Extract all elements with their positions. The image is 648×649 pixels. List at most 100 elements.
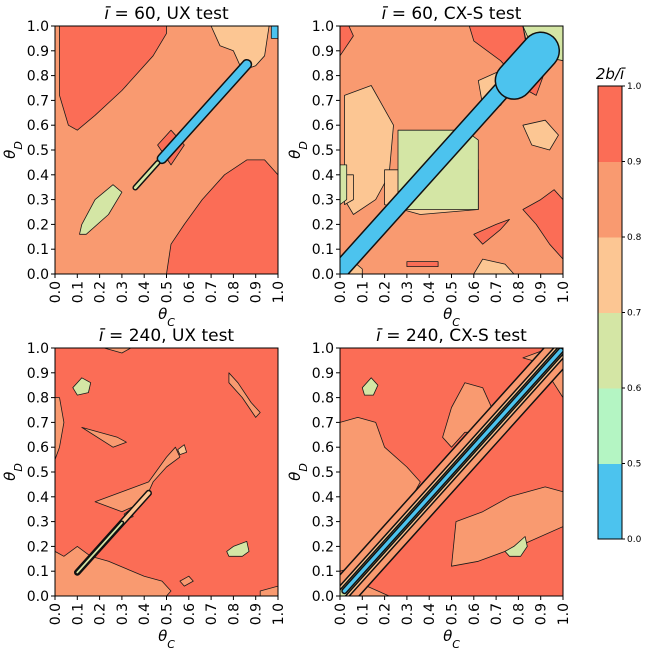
y-tick-label: 0.2: [312, 539, 334, 555]
x-tick-label: 0.3: [400, 281, 416, 303]
y-tick-label: 0.6: [27, 118, 49, 134]
contour-region: [81, 426, 127, 448]
x-axis-label: θC: [158, 305, 175, 329]
x-tick-label: 0.4: [422, 281, 438, 303]
contour-region: [72, 377, 92, 396]
y-tick-label: 0.5: [27, 465, 49, 481]
x-tick-label: 0.1: [70, 603, 86, 625]
colorbar-segment: [598, 86, 622, 162]
y-axis-label: θD: [286, 141, 310, 159]
contour-region: [340, 26, 354, 57]
contour-region: [226, 541, 250, 557]
contour-region: [103, 348, 132, 354]
y-tick-label: 0.1: [27, 242, 49, 258]
x-tick-label: 0.9: [534, 281, 550, 303]
y-tick-label: 0.6: [312, 118, 334, 134]
y-tick-label: 0.8: [312, 391, 334, 407]
contour-region: [270, 26, 278, 39]
contour-region: [340, 164, 348, 206]
x-tick-label: 1.0: [556, 281, 572, 303]
contour-area: [55, 26, 278, 274]
x-tick-label: 0.7: [204, 281, 220, 303]
y-tick-label: 0.8: [312, 69, 334, 85]
y-tick-label: 0.3: [312, 193, 334, 209]
y-tick-label: 0.2: [312, 217, 334, 233]
colorbar-tick-label: 0.6: [627, 384, 642, 394]
x-tick-label: 0.1: [70, 281, 86, 303]
x-tick-label: 0.0: [48, 281, 64, 303]
y-tick-label: 0.3: [312, 515, 334, 531]
contour-region: [522, 119, 559, 151]
y-tick-label: 0.9: [312, 44, 334, 60]
x-axis-label: θC: [158, 627, 175, 649]
y-tick-label: 0.5: [312, 143, 334, 159]
contour-area: [340, 26, 563, 274]
contour-region: [473, 218, 510, 245]
colorbar-segment: [598, 312, 622, 389]
contour-region: [451, 486, 563, 567]
contour-panel: 0.00.0 0.1 0.1 0.2 0.2 0.3 0.3 0.4 0.4 0.5 0.5 0.6 0…: [286, 4, 572, 329]
colorbar-tick-label: 1.0: [627, 82, 642, 92]
y-tick-label: 1.0: [312, 341, 334, 357]
x-tick-label: 0.5: [445, 603, 461, 625]
x-tick-label: 0.3: [400, 603, 416, 625]
x-tick-label: 0.6: [467, 603, 483, 625]
x-tick-label: 0.6: [182, 603, 198, 625]
x-tick-label: 0.9: [249, 603, 265, 625]
x-tick-label: 0.8: [511, 603, 527, 625]
diagonal-band: [342, 348, 563, 593]
contour-panel: 0.00.0 0.1 0.1 0.2 0.2 0.3 0.3 0.4 0.4 0.5 0.5 0.6 0…: [286, 326, 572, 649]
contour-region: [259, 585, 278, 596]
diagonal-band: [133, 161, 159, 190]
colorbar-segment: [598, 463, 622, 540]
x-tick-label: 0.8: [511, 281, 527, 303]
x-tick-label: 0.5: [445, 281, 461, 303]
diagonal-band: [340, 59, 531, 274]
diagonal-band: [158, 60, 251, 163]
panel-title: ī = 240, CX-S test: [376, 326, 527, 346]
panel-title: ī = 240, UX test: [99, 326, 235, 346]
contour-region: [55, 546, 172, 596]
contour-region: [179, 575, 194, 587]
y-axis-label: θD: [1, 463, 25, 481]
y-tick-label: 1.0: [312, 19, 334, 35]
contour-region: [361, 377, 379, 396]
contour-panel: 0.00.0 0.1 0.1 0.2 0.2 0.3 0.3 0.4 0.4 0.5 0.5 0.6 0…: [1, 4, 287, 329]
y-tick-label: 0.7: [27, 93, 49, 109]
x-tick-label: 0.7: [204, 603, 220, 625]
contour-region: [79, 184, 123, 235]
contour-area: [340, 348, 563, 596]
y-axis-label: θD: [286, 463, 310, 481]
diagonal-band: [496, 32, 559, 99]
y-axis-label: θD: [1, 141, 25, 159]
x-tick-label: 0.9: [534, 603, 550, 625]
x-tick-label: 0.5: [160, 281, 176, 303]
y-tick-label: 0.1: [27, 564, 49, 580]
y-tick-label: 0.6: [312, 440, 334, 456]
y-tick-label: 0.0: [27, 267, 49, 283]
contour-region: [55, 397, 65, 461]
y-tick-label: 0.8: [27, 69, 49, 85]
y-tick-label: 0.6: [27, 440, 49, 456]
y-tick-label: 0.7: [27, 415, 49, 431]
y-tick-label: 0.1: [312, 564, 334, 580]
x-tick-label: 0.3: [115, 603, 131, 625]
colorbar-segment: [598, 388, 622, 464]
y-tick-label: 0.8: [27, 391, 49, 407]
y-tick-label: 0.0: [27, 589, 49, 605]
y-tick-label: 0.9: [27, 366, 49, 382]
panel-title: ī = 60, CX-S test: [382, 4, 522, 24]
panel-title: ī = 60, UX test: [104, 4, 229, 24]
y-tick-label: 0.4: [312, 490, 334, 506]
contour-region: [166, 159, 278, 274]
x-tick-label: 0.3: [115, 281, 131, 303]
x-tick-label: 0.5: [160, 603, 176, 625]
x-tick-label: 0.8: [226, 281, 242, 303]
colorbar-tick-label: 0.0: [627, 535, 642, 545]
x-tick-label: 0.0: [48, 603, 64, 625]
x-tick-label: 0.7: [489, 603, 505, 625]
y-tick-label: 0.9: [27, 44, 49, 60]
x-tick-label: 0.0: [333, 603, 349, 625]
x-tick-label: 0.4: [137, 603, 153, 625]
